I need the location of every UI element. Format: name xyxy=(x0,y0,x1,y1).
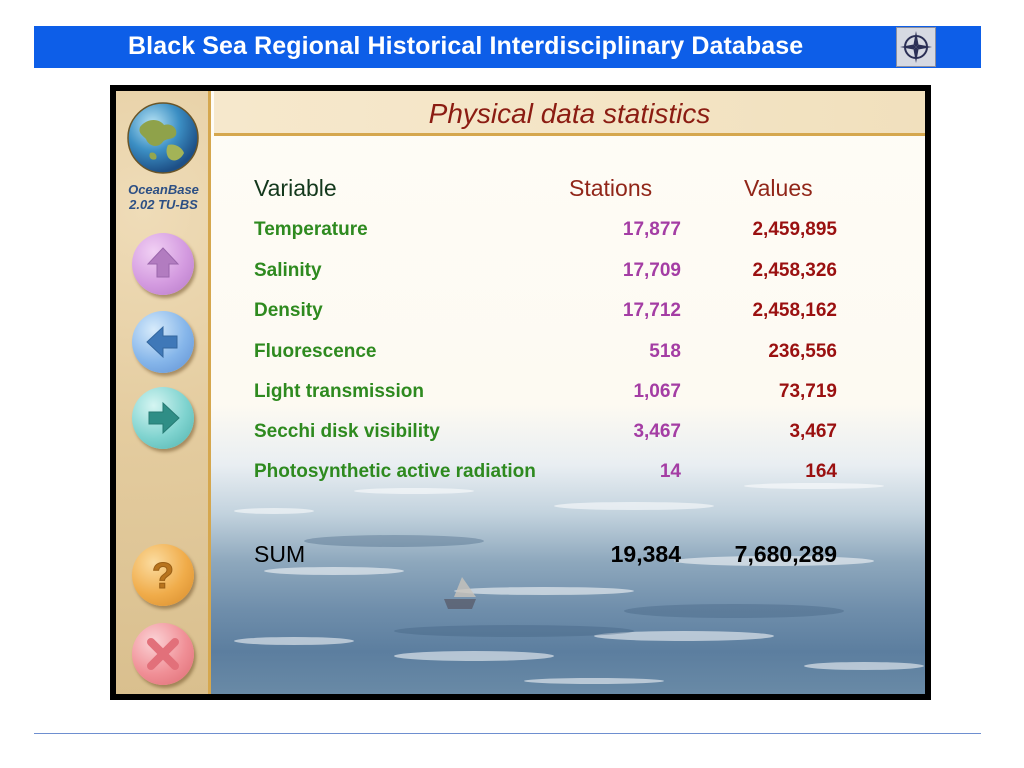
svg-text:?: ? xyxy=(152,555,174,596)
row-stations: 1,067 xyxy=(633,381,681,402)
sum-values: 7,680,289 xyxy=(734,541,837,567)
row-variable: Light transmission xyxy=(254,381,424,402)
table-row: Temperature 17,877 2,459,895 xyxy=(214,219,925,241)
forward-button[interactable] xyxy=(132,387,194,449)
close-x-icon xyxy=(147,638,179,670)
arrow-right-icon xyxy=(148,401,180,435)
help-button[interactable]: ? xyxy=(132,544,194,606)
globe-icon xyxy=(127,102,199,174)
row-variable: Temperature xyxy=(254,219,368,240)
table-row: Salinity 17,709 2,458,326 xyxy=(214,260,925,282)
page-title: Black Sea Regional Historical Interdisci… xyxy=(128,32,804,60)
row-stations: 17,709 xyxy=(622,260,681,281)
table-row: Density 17,712 2,458,162 xyxy=(214,300,925,322)
table-row: Light transmission 1,067 73,719 xyxy=(214,381,925,403)
sidebar: OceanBase 2.02 TU-BS ? xyxy=(116,91,211,694)
row-stations: 3,467 xyxy=(633,421,681,442)
back-button[interactable] xyxy=(132,311,194,373)
row-values: 73,719 xyxy=(778,381,837,402)
row-values: 164 xyxy=(805,461,837,482)
sea-background-image xyxy=(234,483,924,684)
row-variable: Density xyxy=(254,300,323,321)
row-stations: 17,877 xyxy=(622,219,681,240)
row-variable: Salinity xyxy=(254,260,322,281)
table-row: Secchi disk visibility 3,467 3,467 xyxy=(214,421,925,443)
title-bar: Black Sea Regional Historical Interdisci… xyxy=(34,26,981,68)
arrow-left-icon xyxy=(146,325,178,359)
question-mark-icon: ? xyxy=(152,555,175,597)
sum-label: SUM xyxy=(254,541,306,567)
brand-version: 2.02 TU-BS xyxy=(129,197,198,212)
row-variable: Secchi disk visibility xyxy=(254,421,440,442)
row-stations: 518 xyxy=(649,341,681,362)
statistics-table: Variable Stations Values Temperature 17,… xyxy=(214,139,925,694)
screen-title: Physical data statistics xyxy=(428,98,711,129)
compass-rose-icon xyxy=(896,27,936,67)
row-variable: Photosynthetic active radiation xyxy=(254,461,536,482)
table-row: Fluorescence 518 236,556 xyxy=(214,341,925,363)
row-stations: 14 xyxy=(659,461,681,482)
row-stations: 17,712 xyxy=(622,300,681,321)
close-button[interactable] xyxy=(132,623,194,685)
row-values: 2,458,162 xyxy=(752,300,837,321)
row-values: 2,459,895 xyxy=(752,219,837,240)
table-row: Photosynthetic active radiation 14 164 xyxy=(214,461,925,483)
column-header-stations: Stations xyxy=(569,175,653,201)
column-header-variable: Variable xyxy=(254,175,337,201)
app-window: OceanBase 2.02 TU-BS ? xyxy=(110,85,931,700)
brand-name: OceanBase xyxy=(128,182,199,197)
footer-divider xyxy=(34,733,981,734)
app-content-area: OceanBase 2.02 TU-BS ? xyxy=(116,91,925,694)
sum-row: SUM 19,384 7,680,289 xyxy=(214,541,925,569)
screen-header: Physical data statistics xyxy=(214,91,925,136)
up-button[interactable] xyxy=(132,233,194,295)
column-header-values: Values xyxy=(744,175,813,201)
row-variable: Fluorescence xyxy=(254,341,377,362)
row-values: 3,467 xyxy=(789,421,837,442)
row-values: 236,556 xyxy=(768,341,837,362)
arrow-up-icon xyxy=(146,247,180,278)
sum-stations: 19,384 xyxy=(610,541,681,567)
ship-silhouette xyxy=(444,577,476,609)
row-values: 2,458,326 xyxy=(752,260,837,281)
